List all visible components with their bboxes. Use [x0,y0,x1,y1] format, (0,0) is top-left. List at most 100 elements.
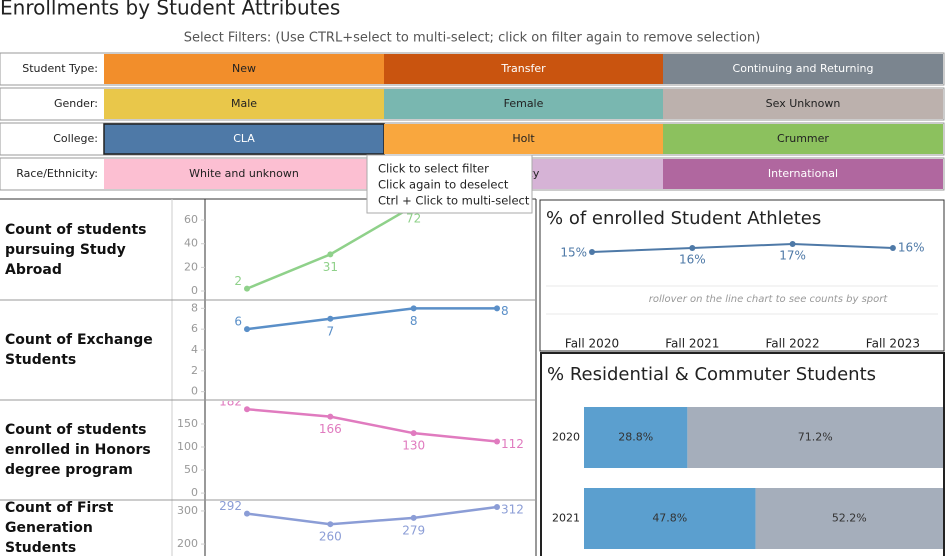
filter-option-label: Female [504,97,544,110]
panel-label: Count of students enrolled in Honors deg… [5,422,151,478]
data-point[interactable] [789,241,796,247]
category-label: 2021 [552,512,580,525]
x-tick-label: Fall 2023 [866,337,920,351]
data-point[interactable] [589,249,595,255]
data-label: 72 [406,211,421,225]
tooltip-line: Ctrl + Click to multi-select [378,194,530,208]
filter-option-label: CLA [233,132,255,145]
filter-option-label: International [768,167,838,180]
panel: 0 2 4 6 8 6 7 8 8 [191,301,509,397]
data-label: 182 [219,395,242,409]
filter-option-label: Crummer [777,132,829,145]
series-line [246,407,498,443]
data-label: 28.8% [618,431,653,444]
dashboard-title: Enrollments by Student Attributes [0,0,340,20]
filter-option-label: ty [529,167,540,180]
data-point [244,285,250,292]
data-label: 2 [234,274,242,288]
filter-option[interactable] [104,54,384,84]
data-point [410,305,417,312]
filter-option[interactable] [384,54,663,84]
bar-segment [687,407,943,468]
panel-title: % of enrolled Student Athletes [546,208,821,229]
panel-label: Count of Exchange Students [5,332,153,368]
panel: 0 20 40 60 2 31 72 [184,202,421,297]
tooltip-box [366,154,533,214]
data-point [494,305,500,312]
data-label: 8 [501,304,509,318]
data-point[interactable] [689,245,696,251]
y-tick-label: 50 [184,463,198,476]
x-tick-label: Fall 2022 [766,337,820,351]
tooltip-line: Click again to deselect [378,178,509,192]
y-tick-label: 300 [177,504,198,517]
y-tick-label: 6 [191,322,198,335]
y-tick-label: 0 [191,284,198,297]
filter-option[interactable] [103,123,385,155]
category-label: 2020 [552,431,580,444]
series-line [246,307,497,331]
y-tick-label: 20 [184,260,198,273]
data-label: 31 [323,260,338,274]
filter-option[interactable] [663,159,943,189]
filter-label: Race/Ethnicity: [16,167,98,180]
x-tick-label: Fall 2020 [565,337,619,351]
filter-option[interactable] [384,124,663,154]
series-line [591,242,893,253]
bar-segment [584,488,756,549]
filter-option-label: Male [231,97,257,110]
data-label: 17% [779,249,806,263]
data-point[interactable] [889,245,896,251]
filter-option-label: Transfer [500,62,546,75]
filter-label: Gender: [54,97,98,110]
filter-option[interactable] [663,124,943,154]
bar-segment [584,407,688,468]
filter-option[interactable] [663,89,943,119]
y-tick-label: 60 [184,213,198,226]
data-label: 47.8% [652,512,687,525]
data-label: 71.2% [798,431,833,444]
filter-option-label: Continuing and Returning [733,62,874,75]
annotation: rollover on the line chart to see counts… [649,294,889,305]
y-tick-label: 4 [191,343,198,356]
panel: 0 50 100 150 182 166 130 112 [177,395,524,499]
data-point [410,514,417,521]
filter-instructions: Select Filters: (Use CTRL+select to mult… [184,31,761,46]
panel: 200 300 292 260 279 312 [177,501,524,550]
filter-option[interactable] [384,89,663,119]
data-label: 166 [319,422,342,436]
data-point [327,521,334,528]
filter-label: College: [53,132,98,145]
y-tick-label: 100 [177,440,198,453]
data-label: 312 [501,502,524,516]
filter-option[interactable] [104,159,384,189]
panel-label: Count of students pursuing Study Abroad [5,222,147,278]
data-label: 260 [319,530,342,544]
y-tick-label: 8 [191,301,198,314]
x-tick-label: Fall 2021 [665,337,719,351]
panel-title: % Residential & Commuter Students [547,364,876,385]
panel-label: Count of First Generation Students [5,500,114,556]
filter-option[interactable] [663,54,943,84]
tooltip-line: Click to select filter [378,162,489,176]
data-label: 112 [501,437,524,451]
data-label: 130 [402,439,425,453]
data-point [327,315,334,322]
y-tick-label: 200 [177,537,198,550]
data-point [244,326,250,333]
data-point [494,503,500,510]
series-line [246,204,415,290]
y-tick-label: 0 [191,385,198,398]
data-point [327,251,334,258]
data-point [494,438,500,445]
data-label: 16% [898,241,925,255]
filter-option-label: Holt [512,132,535,145]
data-label: 8 [410,314,418,328]
data-label: 16% [679,253,706,267]
data-label: 6 [234,315,242,329]
filter-option[interactable] [104,89,384,119]
bar-segment [755,488,943,549]
data-label: 52.2% [832,512,867,525]
